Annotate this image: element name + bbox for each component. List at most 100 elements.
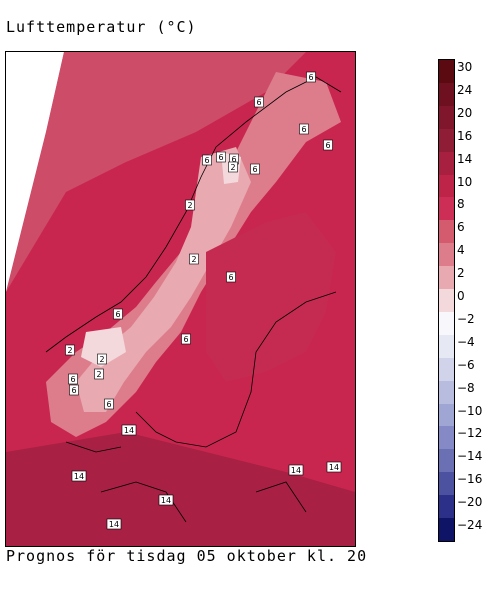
legend-tick-label: 30 — [457, 60, 473, 74]
sea-band-northwest — [6, 52, 306, 292]
legend-band — [439, 495, 454, 519]
contour-label: 14 — [288, 464, 304, 476]
svg-text:14: 14 — [329, 463, 339, 472]
legend-band — [439, 197, 454, 221]
svg-text:6: 6 — [204, 156, 209, 165]
contour-label: 6 — [68, 373, 78, 385]
contour-label: 14 — [71, 470, 87, 482]
legend-band — [439, 518, 454, 542]
svg-text:2: 2 — [191, 255, 196, 264]
legend-tick-label: −10 — [457, 403, 483, 418]
coastline — [45, 76, 342, 523]
cold-spot-1 — [81, 327, 126, 367]
legend-colorbar — [438, 59, 455, 542]
legend-band — [439, 266, 454, 290]
contour-label: 2 — [65, 344, 75, 356]
legend-tick-label: 20 — [457, 105, 473, 120]
legend-labels: 30 24 20 16 14 10 8 6 4 2 0 −2 −4 −6 −8 −10 −12 −14 −16 −20… — [457, 59, 491, 540]
legend-band — [439, 289, 454, 313]
legend-tick-label: 8 — [457, 197, 465, 212]
legend-tick-label: 6 — [457, 220, 465, 235]
svg-text:6: 6 — [228, 273, 233, 282]
svg-text:6: 6 — [301, 125, 306, 134]
legend-band — [439, 472, 454, 496]
contour-label: 14 — [158, 494, 174, 506]
contour-label: 14 — [121, 424, 137, 436]
contour-label: 6 — [202, 154, 212, 166]
legend-tick-label: −24 — [457, 518, 483, 533]
legend-tick-label: −8 — [457, 380, 475, 395]
svg-text:2: 2 — [99, 355, 104, 364]
contour-label: 6 — [254, 96, 264, 108]
legend-tick-label: 14 — [457, 151, 473, 166]
legend-band — [439, 426, 454, 450]
legend-band — [439, 174, 454, 198]
legend-band — [439, 243, 454, 267]
svg-text:14: 14 — [161, 496, 171, 505]
legend-tick-label: 24 — [457, 82, 473, 97]
legend-tick-label: 4 — [457, 243, 465, 258]
svg-text:6: 6 — [71, 386, 76, 395]
contour-label: 6 — [113, 308, 123, 320]
legend-band — [439, 357, 454, 382]
contour-label: 2 — [94, 368, 104, 380]
forecast-caption: Prognos för tisdag 05 oktober kl. 20 — [6, 547, 368, 565]
svg-text:6: 6 — [252, 165, 257, 174]
svg-text:6: 6 — [115, 310, 120, 319]
contour-label: 14 — [106, 518, 122, 530]
legend-band — [439, 403, 454, 427]
legend-tick-label: 0 — [457, 289, 465, 304]
svg-text:6: 6 — [325, 141, 330, 150]
interior-zone — [206, 212, 336, 382]
legend-tick-label: −20 — [457, 495, 483, 510]
contour-label: 6 — [306, 71, 316, 83]
contour-label: 6 — [104, 398, 114, 410]
svg-text:2: 2 — [67, 346, 72, 355]
svg-text:2: 2 — [187, 201, 192, 210]
svg-text:14: 14 — [74, 472, 84, 481]
temperature-map: 6 6 6 6 6 6 6 2 2 2 2 6 6 6 6 2 2 6 6 6 14 14 14 14 14 14 — [5, 51, 356, 547]
svg-text:14: 14 — [291, 466, 301, 475]
contour-label: 6 — [323, 139, 333, 151]
contour-label: 6 — [299, 123, 309, 135]
contour-label: 6 — [250, 163, 260, 175]
map-title: Lufttemperatur (°C) — [6, 18, 197, 36]
legend-tick-label: −6 — [457, 357, 475, 372]
legend-tick-label: −14 — [457, 449, 483, 464]
legend-band — [439, 380, 454, 405]
svg-text:6: 6 — [70, 375, 75, 384]
contour-label: 6 — [216, 151, 226, 163]
contour-label: 6 — [226, 271, 236, 283]
contour-label: 2 — [228, 161, 238, 173]
warm-zone-south — [6, 432, 355, 546]
legend-band — [439, 220, 454, 244]
legend-band — [439, 128, 454, 153]
contour-label: 6 — [69, 384, 79, 396]
legend-tick-label: −12 — [457, 426, 483, 441]
legend-band — [439, 151, 454, 175]
svg-text:6: 6 — [308, 73, 313, 82]
legend-tick-label: 16 — [457, 128, 473, 143]
legend-tick-label: 2 — [457, 266, 465, 281]
svg-text:2: 2 — [230, 163, 235, 172]
legend-band — [439, 105, 454, 130]
legend-band — [439, 449, 454, 473]
svg-text:14: 14 — [109, 520, 119, 529]
svg-text:2: 2 — [96, 370, 101, 379]
contour-label: 2 — [185, 199, 195, 211]
contour-label: 14 — [326, 461, 342, 473]
contour-label: 2 — [97, 353, 107, 365]
contour-label: 2 — [189, 253, 199, 265]
svg-text:6: 6 — [183, 335, 188, 344]
legend-tick-label: −4 — [457, 334, 475, 349]
legend-band — [439, 334, 454, 359]
legend-tick-label: −16 — [457, 472, 483, 487]
legend-band — [439, 311, 454, 336]
svg-text:14: 14 — [124, 426, 134, 435]
contour-label: 6 — [181, 333, 191, 345]
legend-band — [439, 60, 454, 84]
svg-text:6: 6 — [106, 400, 111, 409]
legend-band — [439, 82, 454, 107]
legend-tick-label: −2 — [457, 311, 475, 326]
